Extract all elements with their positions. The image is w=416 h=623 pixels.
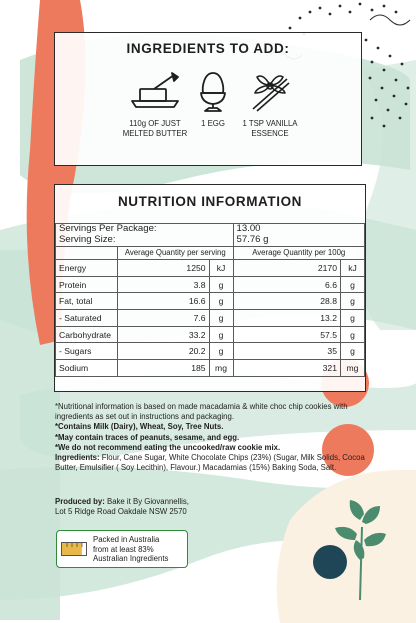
header-per-serving: Average Quantity per serving xyxy=(116,246,234,260)
per-serving-value: 33.2 xyxy=(116,325,210,344)
nutrient-name: Protein xyxy=(55,275,118,294)
per-serving-value: 20.2 xyxy=(116,342,210,361)
nutrition-panel: NUTRITION INFORMATION Servings Per Packa… xyxy=(54,184,366,392)
nutrient-name: - Saturated xyxy=(55,309,118,327)
note-nutrition-basis: *Nutritional information is based on mad… xyxy=(55,402,348,422)
per-100g-value: 57.5 xyxy=(232,325,341,344)
producer-info: Produced by: Bake it By Giovannellis, Lo… xyxy=(55,497,295,517)
per-100g-unit: g xyxy=(339,342,366,361)
per-100g-unit: g xyxy=(339,275,366,294)
servings-value: 13.00 xyxy=(232,223,365,235)
dot-pattern xyxy=(288,2,410,128)
per-100g-unit: g xyxy=(339,292,366,311)
nutrition-table: Servings Per Package: 13.00 Serving Size… xyxy=(55,223,366,377)
header-blank xyxy=(55,246,118,260)
servings-label: Servings Per Package: xyxy=(55,223,234,235)
per-serving-unit: kJ xyxy=(208,259,234,277)
per-100g-value: 6.6 xyxy=(232,275,341,294)
per-serving-unit: g xyxy=(208,292,234,311)
nutrient-name: Sodium xyxy=(55,359,118,377)
per-100g-unit: mg xyxy=(339,359,366,377)
per-serving-value: 16.6 xyxy=(116,292,210,311)
serving-size-row: Serving Size: 57.76 g xyxy=(55,235,365,247)
nutrient-row: Energy 1250 kJ 2170 kJ xyxy=(55,259,366,277)
note-traces: *May contain traces of peanuts, sesame, … xyxy=(55,432,240,442)
per-100g-unit: kJ xyxy=(339,259,366,277)
per-100g-unit: g xyxy=(339,309,366,327)
ingredient-vanilla: 1 TSP VANILLA ESSENCE xyxy=(225,71,315,139)
per-serving-unit: mg xyxy=(208,359,234,377)
nutrient-row: Fat, total 16.6 g 28.8 g xyxy=(55,292,366,311)
nutrient-row: - Sugars 20.2 g 35 g xyxy=(55,342,366,361)
nutrient-name: Energy xyxy=(55,259,118,277)
nutrition-title: NUTRITION INFORMATION xyxy=(117,194,303,209)
nutrient-row: - Saturated 7.6 g 13.2 g xyxy=(55,309,366,327)
note-allergens: *Contains Milk (Dairy), Wheat, Soy, Tree… xyxy=(55,422,224,432)
per-100g-value: 28.8 xyxy=(232,292,341,311)
ingredients-list: Ingredients: Flour, Cane Sugar, White Ch… xyxy=(55,453,365,473)
note-raw-warning: *We do not recommend eating the uncooked… xyxy=(55,442,281,452)
egg-in-cup-icon xyxy=(200,72,226,112)
australian-ingredients-bar-icon xyxy=(61,542,87,556)
per-serving-unit: g xyxy=(208,342,234,361)
ingredient-label: 1 TSP VANILLA ESSENCE xyxy=(242,119,298,138)
column-header-row: Average Quantity per serving Average Qua… xyxy=(55,246,365,260)
butter-dish-icon xyxy=(131,72,179,108)
coral-circle xyxy=(322,424,374,476)
label-notes: *Nutritional information is based on mad… xyxy=(55,402,367,473)
per-100g-unit: g xyxy=(339,325,366,344)
parsley-leaf-icon xyxy=(335,500,386,601)
per-serving-value: 7.6 xyxy=(116,309,210,327)
per-serving-unit: g xyxy=(208,309,234,327)
per-100g-value: 35 xyxy=(232,342,341,361)
producer-address: Lot 5 Ridge Road Oakdale NSW 2570 xyxy=(55,507,187,517)
nutrient-name: - Sugars xyxy=(55,342,118,361)
header-per-100g: Average Quantity per 100g xyxy=(232,246,365,260)
per-serving-unit: g xyxy=(208,275,234,294)
australian-made-badge: Packed in Australia from at least 83% Au… xyxy=(56,530,188,568)
per-serving-unit: g xyxy=(208,325,234,344)
ingredients-card: INGREDIENTS TO ADD: 110g OF JUST MELTED B… xyxy=(54,32,362,166)
servings-row: Servings Per Package: 13.00 xyxy=(55,223,365,235)
per-100g-value: 321 xyxy=(232,359,341,377)
per-100g-value: 13.2 xyxy=(232,309,341,327)
vanilla-flower-icon xyxy=(252,75,290,112)
producer-label: Produced by: xyxy=(55,497,105,506)
cream-blob xyxy=(276,470,416,623)
nutrient-name: Fat, total xyxy=(55,292,118,311)
ingredients-title: INGREDIENTS TO ADD: xyxy=(126,41,290,56)
ingredient-label: 1 EGG xyxy=(201,119,225,128)
serving-size-value: 57.76 g xyxy=(232,235,365,247)
mint-brush-stroke xyxy=(357,60,416,330)
nutrient-row: Protein 3.8 g 6.6 g xyxy=(55,275,366,294)
ingredient-label: 110g OF JUST MELTED BUTTER xyxy=(122,119,188,138)
per-serving-value: 3.8 xyxy=(116,275,210,294)
ingredient-butter: 110g OF JUST MELTED BUTTER xyxy=(110,71,200,139)
per-serving-value: 185 xyxy=(116,359,210,377)
nutrient-row: Sodium 185 mg 321 mg xyxy=(55,359,366,377)
per-100g-value: 2170 xyxy=(232,259,341,277)
teal-circle xyxy=(313,545,347,579)
badge-text: Packed in Australia from at least 83% Au… xyxy=(93,535,169,564)
ingredient-egg: 1 EGG xyxy=(168,71,258,129)
nutrient-name: Carbohydrate xyxy=(55,325,118,344)
producer-name: Bake it By Giovannellis, xyxy=(104,497,189,506)
nutrient-row: Carbohydrate 33.2 g 57.5 g xyxy=(55,325,366,344)
per-serving-value: 1250 xyxy=(116,259,210,277)
squiggle-line xyxy=(369,14,411,26)
serving-size-label: Serving Size: xyxy=(55,235,234,247)
